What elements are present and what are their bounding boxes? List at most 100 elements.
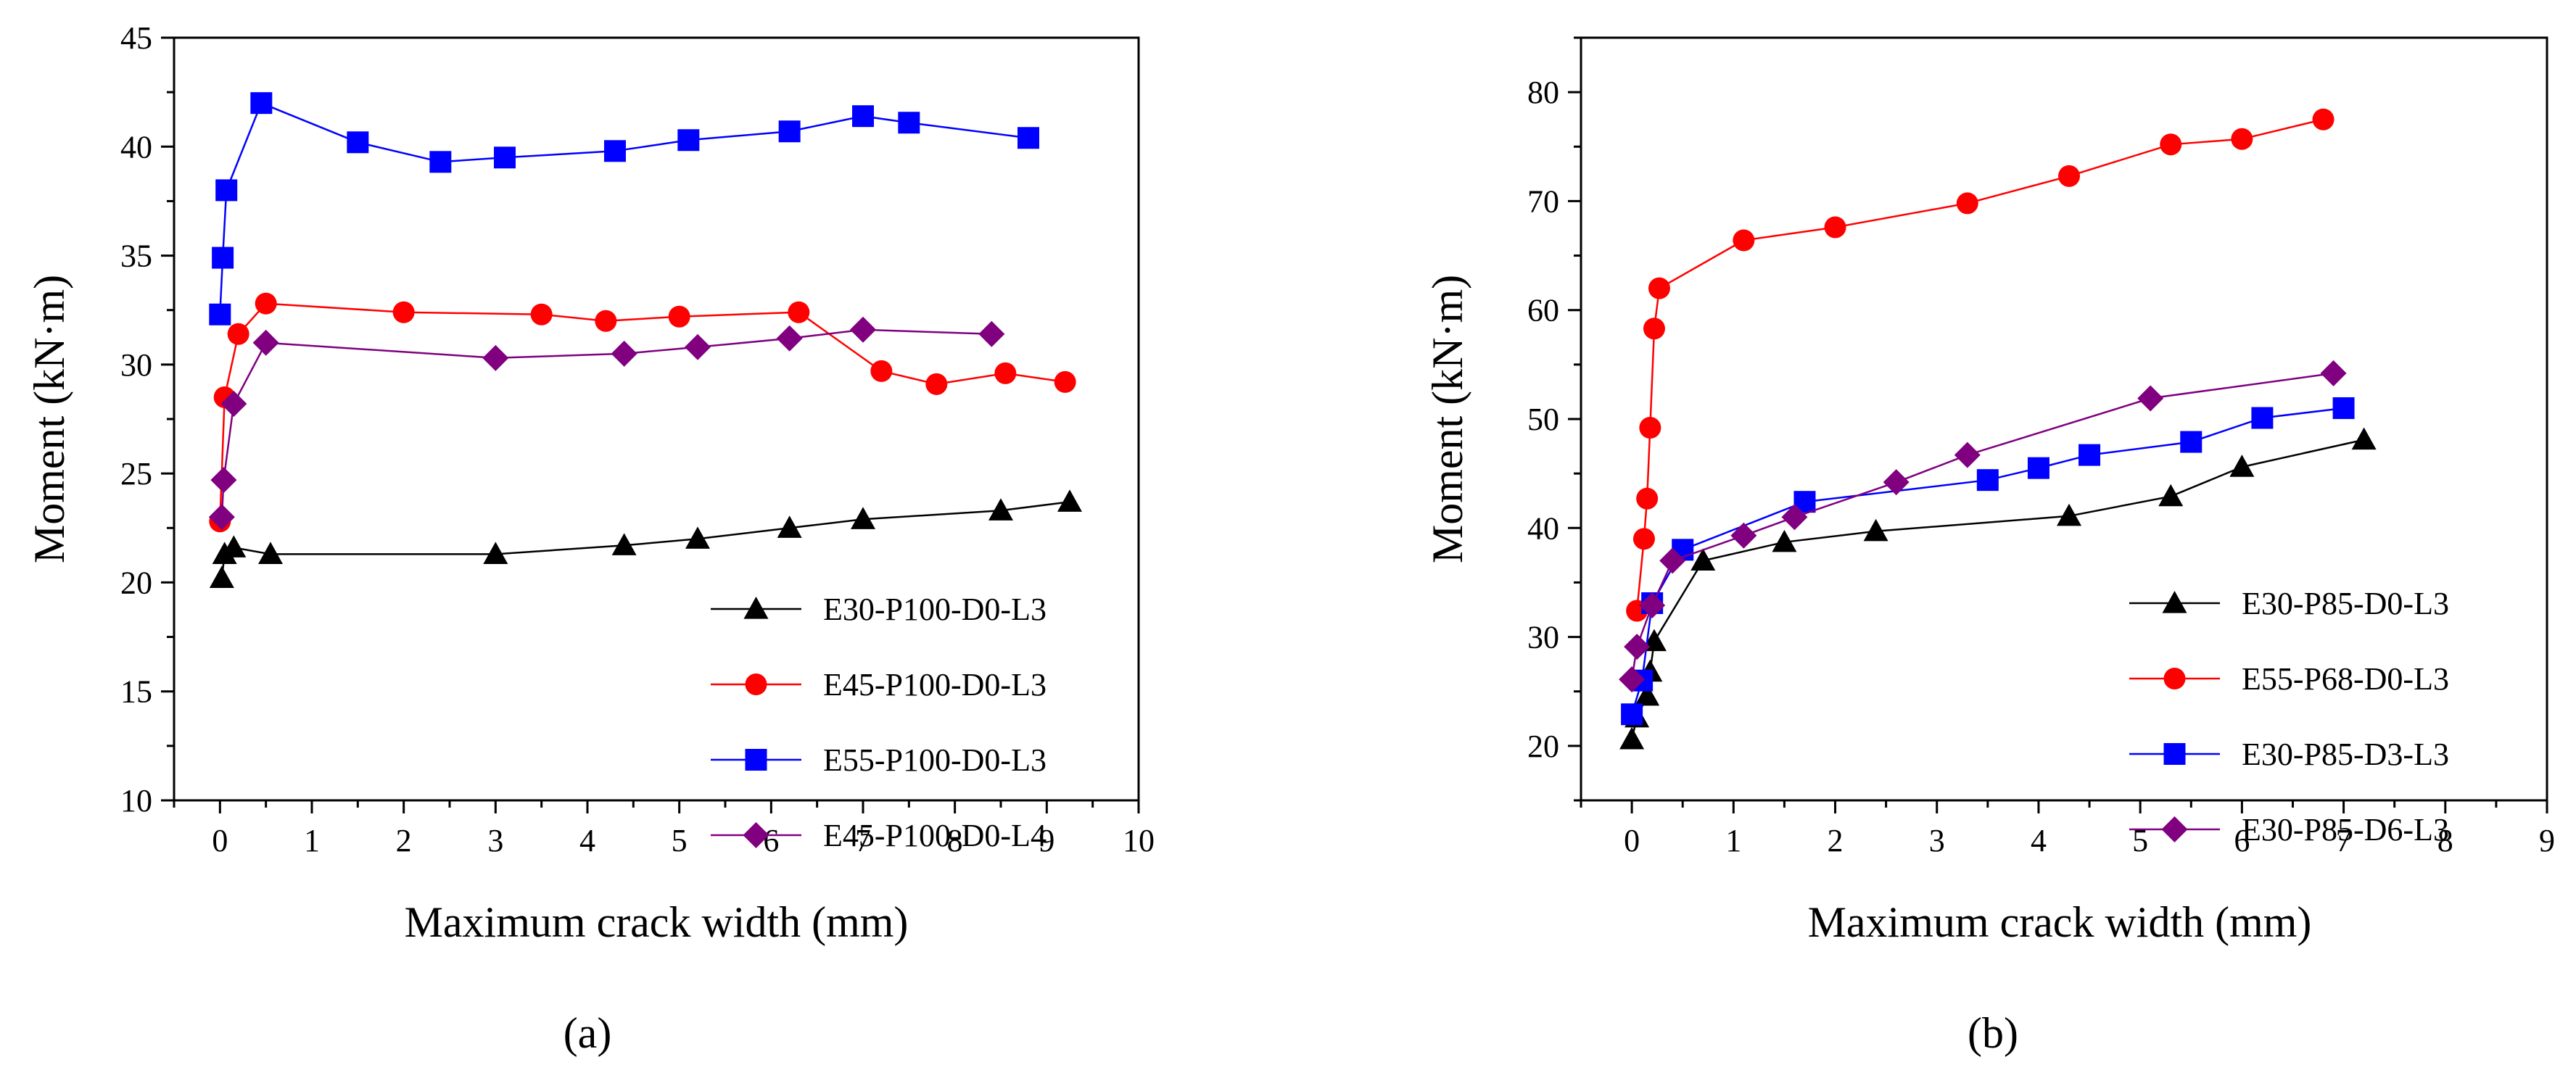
legend-label: E30-P85-D3-L3 bbox=[2242, 737, 2449, 772]
data-point bbox=[1956, 192, 1978, 215]
data-point bbox=[530, 303, 553, 326]
data-point bbox=[778, 120, 801, 143]
data-point bbox=[1017, 127, 1039, 149]
legend-label: E55-P100-D0-L3 bbox=[823, 742, 1046, 778]
data-point bbox=[212, 246, 234, 269]
data-point bbox=[2158, 484, 2184, 507]
data-point bbox=[1619, 666, 1646, 693]
legend-label: E45-P100-D0-L3 bbox=[823, 667, 1046, 702]
data-point bbox=[1733, 229, 1755, 252]
legend-marker bbox=[745, 749, 767, 771]
data-point bbox=[482, 344, 509, 371]
x-axis-title: Maximum crack width (mm) bbox=[1808, 898, 2312, 946]
data-point bbox=[1635, 683, 1660, 706]
data-point bbox=[429, 151, 452, 173]
data-point bbox=[776, 325, 803, 352]
y-axis-title: Moment (kN·m) bbox=[25, 275, 73, 563]
data-point bbox=[611, 533, 637, 555]
data-point bbox=[347, 131, 369, 154]
y-tick-label: 35 bbox=[120, 239, 152, 274]
data-point bbox=[252, 329, 279, 356]
legend-label: E30-P100-D0-L3 bbox=[823, 592, 1046, 627]
data-point bbox=[595, 310, 617, 332]
data-point bbox=[2027, 457, 2049, 479]
legend-label: E45-P100-D0-L4 bbox=[823, 818, 1046, 853]
y-tick-label: 20 bbox=[120, 565, 152, 600]
data-point bbox=[2332, 397, 2355, 419]
chart-panel-b: 0 1 2 3 4 5 6 7 8 9 20 30 40 50 60 70 80 Maximum crack wi… bbox=[1424, 36, 2555, 1057]
x-tick-label: 7 bbox=[855, 823, 871, 858]
data-point bbox=[978, 320, 1005, 347]
legend-label: E30-P85-D6-L3 bbox=[2242, 812, 2449, 847]
x-tick-label: 6 bbox=[2234, 823, 2250, 858]
data-point bbox=[258, 542, 283, 564]
data-point bbox=[1639, 592, 1666, 618]
y-tick-label: 10 bbox=[120, 783, 152, 818]
series-line bbox=[220, 328, 992, 518]
x-tick-label: 6 bbox=[763, 823, 779, 858]
y-tick-label: 20 bbox=[1527, 729, 1559, 764]
data-point bbox=[2160, 133, 2182, 156]
x-tick-label: 9 bbox=[2539, 823, 2555, 858]
data-point bbox=[2320, 360, 2347, 386]
data-point bbox=[2057, 503, 2082, 526]
y-tick-label: 15 bbox=[120, 674, 152, 710]
y-tick-label: 80 bbox=[1527, 75, 1559, 110]
x-tick-label: 9 bbox=[1039, 823, 1054, 858]
data-point bbox=[1639, 417, 1661, 439]
data-point bbox=[925, 373, 948, 395]
data-point bbox=[220, 390, 247, 417]
data-point bbox=[1636, 487, 1659, 510]
panel-label: (b) bbox=[1968, 1009, 2018, 1057]
legend-label: E55-P68-D0-L3 bbox=[2242, 661, 2449, 697]
x-tick-label: 8 bbox=[2437, 823, 2453, 858]
y-tick-label: 40 bbox=[120, 129, 152, 165]
data-point bbox=[898, 112, 920, 134]
data-point bbox=[215, 179, 238, 202]
legend-marker bbox=[2163, 743, 2186, 765]
y-tick-label: 30 bbox=[1527, 620, 1559, 655]
y-tick-label: 40 bbox=[1527, 510, 1559, 546]
data-point bbox=[611, 340, 637, 367]
y-axis-title: Moment (kN·m) bbox=[1424, 275, 1471, 563]
x-tick-label: 5 bbox=[2132, 823, 2148, 858]
y-tick-label: 30 bbox=[120, 347, 152, 383]
series-line bbox=[1630, 407, 2344, 715]
x-tick-label: 1 bbox=[1725, 823, 1741, 858]
data-point bbox=[392, 301, 415, 323]
data-point bbox=[870, 360, 893, 382]
data-point bbox=[1976, 469, 1999, 492]
data-point bbox=[1690, 548, 1716, 571]
data-point bbox=[1057, 489, 1082, 512]
data-point bbox=[1863, 518, 1888, 542]
data-point bbox=[1648, 277, 1670, 299]
data-point bbox=[685, 526, 710, 549]
y-tick-label: 45 bbox=[120, 20, 152, 56]
data-point bbox=[209, 303, 231, 326]
data-point bbox=[1659, 547, 1686, 574]
x-tick-label: 1 bbox=[304, 823, 320, 858]
data-point bbox=[250, 92, 273, 115]
data-point bbox=[2078, 444, 2101, 466]
series-line bbox=[219, 101, 1029, 315]
data-point bbox=[1730, 522, 1757, 549]
data-point bbox=[208, 504, 235, 531]
legend-marker bbox=[743, 822, 769, 848]
data-point bbox=[850, 316, 876, 343]
x-tick-label: 2 bbox=[396, 823, 412, 858]
legend-marker bbox=[745, 673, 767, 695]
x-tick-label: 4 bbox=[2031, 823, 2047, 858]
series-line bbox=[220, 500, 1070, 579]
data-point bbox=[209, 565, 234, 589]
series-line bbox=[1630, 372, 2334, 680]
data-point bbox=[1883, 469, 1910, 496]
data-point bbox=[2137, 385, 2164, 412]
data-point bbox=[1781, 504, 1808, 531]
y-tick-label: 70 bbox=[1527, 183, 1559, 219]
data-point bbox=[2312, 108, 2334, 130]
panel-label: (a) bbox=[564, 1009, 612, 1057]
x-tick-label: 4 bbox=[579, 823, 595, 858]
x-axis-title: Maximum crack width (mm) bbox=[405, 898, 909, 946]
